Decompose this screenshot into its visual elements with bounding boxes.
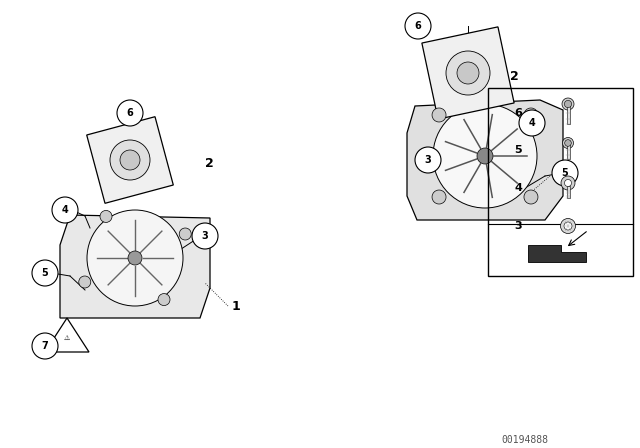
Circle shape	[432, 190, 446, 204]
Polygon shape	[60, 215, 210, 318]
Circle shape	[52, 197, 78, 223]
Circle shape	[524, 190, 538, 204]
Circle shape	[128, 251, 142, 265]
Circle shape	[32, 260, 58, 286]
Circle shape	[564, 180, 572, 186]
Text: 4: 4	[61, 205, 68, 215]
Text: 00194888: 00194888	[502, 435, 548, 445]
Circle shape	[87, 210, 183, 306]
Text: 5: 5	[562, 168, 568, 178]
Circle shape	[446, 51, 490, 95]
Circle shape	[415, 147, 441, 173]
Circle shape	[563, 138, 573, 148]
Text: 5: 5	[42, 268, 49, 278]
Text: 6: 6	[127, 108, 133, 118]
Circle shape	[32, 333, 58, 359]
Text: 4: 4	[514, 183, 522, 193]
Bar	[566, 102, 570, 124]
Text: 3: 3	[424, 155, 431, 165]
Polygon shape	[407, 100, 563, 220]
Circle shape	[562, 98, 574, 110]
Circle shape	[561, 219, 575, 233]
Text: 3: 3	[202, 231, 209, 241]
Circle shape	[552, 160, 578, 186]
Bar	[566, 186, 570, 198]
Polygon shape	[45, 318, 89, 352]
Text: 6: 6	[415, 21, 421, 31]
Text: 2: 2	[510, 69, 519, 82]
Text: 5: 5	[514, 145, 522, 155]
Text: 2: 2	[205, 156, 214, 169]
Circle shape	[117, 100, 143, 126]
Polygon shape	[86, 116, 173, 203]
Circle shape	[100, 211, 112, 222]
Circle shape	[192, 223, 218, 249]
Polygon shape	[422, 27, 514, 119]
Circle shape	[179, 228, 191, 240]
Text: 6: 6	[514, 108, 522, 118]
Circle shape	[79, 276, 91, 288]
Text: 1: 1	[552, 169, 561, 182]
Text: ⚠: ⚠	[64, 335, 70, 341]
Bar	[566, 141, 570, 159]
Circle shape	[120, 150, 140, 170]
Bar	[488, 88, 633, 276]
Circle shape	[519, 110, 545, 136]
Circle shape	[158, 293, 170, 306]
Circle shape	[433, 104, 537, 208]
Circle shape	[432, 108, 446, 122]
Circle shape	[457, 62, 479, 84]
Circle shape	[564, 222, 572, 230]
Text: 7: 7	[42, 341, 49, 351]
Polygon shape	[529, 245, 586, 262]
Circle shape	[564, 140, 572, 146]
Circle shape	[477, 148, 493, 164]
Circle shape	[564, 100, 572, 108]
Circle shape	[561, 176, 575, 190]
Circle shape	[405, 13, 431, 39]
Text: 4: 4	[529, 118, 536, 128]
Text: 3: 3	[514, 221, 522, 231]
Circle shape	[110, 140, 150, 180]
Circle shape	[524, 108, 538, 122]
Text: 1: 1	[232, 300, 241, 313]
